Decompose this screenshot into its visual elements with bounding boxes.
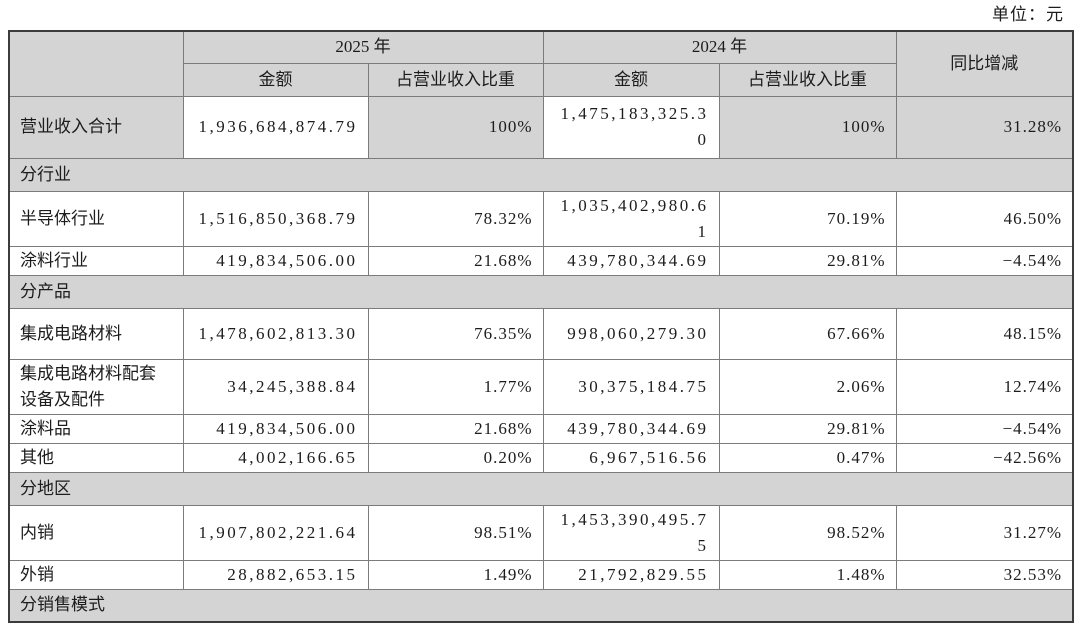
yoy-cell: 48.15% bbox=[895, 307, 1074, 360]
ratio-2025-cell: 1.49% bbox=[367, 559, 544, 590]
ratio-2024-cell: 67.66% bbox=[718, 307, 897, 360]
ratio-2024-cell: 100% bbox=[718, 95, 897, 159]
yoy-cell: 31.28% bbox=[895, 95, 1074, 159]
amount-2024-cell: 439,780,344.69 bbox=[542, 413, 720, 444]
table-row-ic-supporting-equipment: 集成电路材料配套设备及配件 34,245,388.84 1.77% 30,375… bbox=[8, 358, 1074, 415]
section-row-by-region: 分地区 bbox=[8, 471, 1074, 506]
ratio-2024-cell: 29.81% bbox=[718, 245, 897, 276]
amount-2024-cell: 30,375,184.75 bbox=[542, 358, 720, 415]
yoy-cell: −4.54% bbox=[895, 245, 1074, 276]
revenue-breakdown-table: 2025 年 2024 年 同比增减 金额 占营业收入比重 金额 占营业收入比重… bbox=[8, 30, 1074, 623]
amount-2025-cell: 34,245,388.84 bbox=[182, 358, 369, 415]
amount-2025-cell: 28,882,653.15 bbox=[182, 559, 369, 590]
amount-2024-header: 金额 bbox=[542, 62, 720, 97]
row-label-cell: 集成电路材料配套设备及配件 bbox=[8, 358, 184, 415]
amount-2025-cell: 1,478,602,813.30 bbox=[182, 307, 369, 360]
header-row-years: 2025 年 2024 年 同比增减 bbox=[8, 30, 1074, 97]
ratio-2024-header: 占营业收入比重 bbox=[718, 62, 897, 97]
section-row-by-sales-model: 分销售模式 bbox=[8, 588, 1074, 623]
amount-2025-cell: 1,936,684,874.79 bbox=[182, 95, 369, 159]
yoy-change-header: 同比增减 bbox=[895, 30, 1074, 97]
ratio-2024-cell: 29.81% bbox=[718, 413, 897, 444]
row-label-cell: 涂料品 bbox=[8, 413, 184, 444]
ratio-2025-cell: 78.32% bbox=[367, 190, 544, 247]
ratio-2024-cell: 2.06% bbox=[718, 358, 897, 415]
yoy-cell: 31.27% bbox=[895, 504, 1074, 561]
corner-empty-cell bbox=[8, 30, 184, 97]
yoy-cell: −42.56% bbox=[895, 442, 1074, 473]
ratio-2025-cell: 76.35% bbox=[367, 307, 544, 360]
table-row-coating-products: 涂料品 419,834,506.00 21.68% 439,780,344.69… bbox=[8, 413, 1074, 444]
amount-2025-cell: 4,002,166.65 bbox=[182, 442, 369, 473]
row-label-cell: 营业收入合计 bbox=[8, 95, 184, 159]
amount-2024-cell: 1,453,390,495.75 bbox=[542, 504, 720, 561]
table-row-domestic-sales: 内销 1,907,802,221.64 98.51% 1,453,390,495… bbox=[8, 504, 1074, 561]
ratio-2025-cell: 1.77% bbox=[367, 358, 544, 415]
amount-2024-cell: 1,475,183,325.30 bbox=[542, 95, 720, 159]
yoy-cell: −4.54% bbox=[895, 413, 1074, 444]
section-label: 分销售模式 bbox=[8, 588, 1074, 623]
ratio-2025-cell: 0.20% bbox=[367, 442, 544, 473]
table-row-ic-materials: 集成电路材料 1,478,602,813.30 76.35% 998,060,2… bbox=[8, 307, 1074, 360]
row-label-cell: 涂料行业 bbox=[8, 245, 184, 276]
ratio-2024-cell: 98.52% bbox=[718, 504, 897, 561]
amount-2025-cell: 419,834,506.00 bbox=[182, 245, 369, 276]
row-label-cell: 集成电路材料 bbox=[8, 307, 184, 360]
ratio-2024-cell: 1.48% bbox=[718, 559, 897, 590]
amount-2024-cell: 439,780,344.69 bbox=[542, 245, 720, 276]
yoy-cell: 12.74% bbox=[895, 358, 1074, 415]
row-label-cell: 外销 bbox=[8, 559, 184, 590]
ratio-2024-cell: 0.47% bbox=[718, 442, 897, 473]
section-label: 分行业 bbox=[8, 157, 1074, 192]
table-row-coatings-industry: 涂料行业 419,834,506.00 21.68% 439,780,344.6… bbox=[8, 245, 1074, 276]
ratio-2025-header: 占营业收入比重 bbox=[367, 62, 544, 97]
section-label: 分产品 bbox=[8, 274, 1074, 309]
table-row-total-revenue: 营业收入合计 1,936,684,874.79 100% 1,475,183,3… bbox=[8, 95, 1074, 159]
amount-2024-cell: 6,967,516.56 bbox=[542, 442, 720, 473]
ratio-2024-cell: 70.19% bbox=[718, 190, 897, 247]
ratio-2025-cell: 21.68% bbox=[367, 413, 544, 444]
table-row-export-sales: 外销 28,882,653.15 1.49% 21,792,829.55 1.4… bbox=[8, 559, 1074, 590]
section-row-by-industry: 分行业 bbox=[8, 157, 1074, 192]
amount-2025-cell: 419,834,506.00 bbox=[182, 413, 369, 444]
amount-2024-cell: 1,035,402,980.61 bbox=[542, 190, 720, 247]
amount-2024-cell: 21,792,829.55 bbox=[542, 559, 720, 590]
amount-2025-header: 金额 bbox=[182, 62, 369, 97]
amount-2025-cell: 1,516,850,368.79 bbox=[182, 190, 369, 247]
yoy-cell: 46.50% bbox=[895, 190, 1074, 247]
ratio-2025-cell: 100% bbox=[367, 95, 544, 159]
unit-label: 单位：元 bbox=[992, 5, 1064, 24]
header-row-measures: 金额 占营业收入比重 金额 占营业收入比重 bbox=[9, 62, 1073, 97]
row-label-cell: 半导体行业 bbox=[8, 190, 184, 247]
section-row-by-product: 分产品 bbox=[8, 274, 1074, 309]
year-2024-header: 2024 年 bbox=[542, 30, 897, 64]
ratio-2025-cell: 21.68% bbox=[367, 245, 544, 276]
table-row-other: 其他 4,002,166.65 0.20% 6,967,516.56 0.47%… bbox=[8, 442, 1074, 473]
amount-2025-cell: 1,907,802,221.64 bbox=[182, 504, 369, 561]
section-label: 分地区 bbox=[8, 471, 1074, 506]
amount-2024-cell: 998,060,279.30 bbox=[542, 307, 720, 360]
row-label-cell: 其他 bbox=[8, 442, 184, 473]
ratio-2025-cell: 98.51% bbox=[367, 504, 544, 561]
row-label-cell: 内销 bbox=[8, 504, 184, 561]
yoy-cell: 32.53% bbox=[895, 559, 1074, 590]
table-row-semiconductor: 半导体行业 1,516,850,368.79 78.32% 1,035,402,… bbox=[8, 190, 1074, 247]
year-2025-header: 2025 年 bbox=[182, 30, 544, 64]
